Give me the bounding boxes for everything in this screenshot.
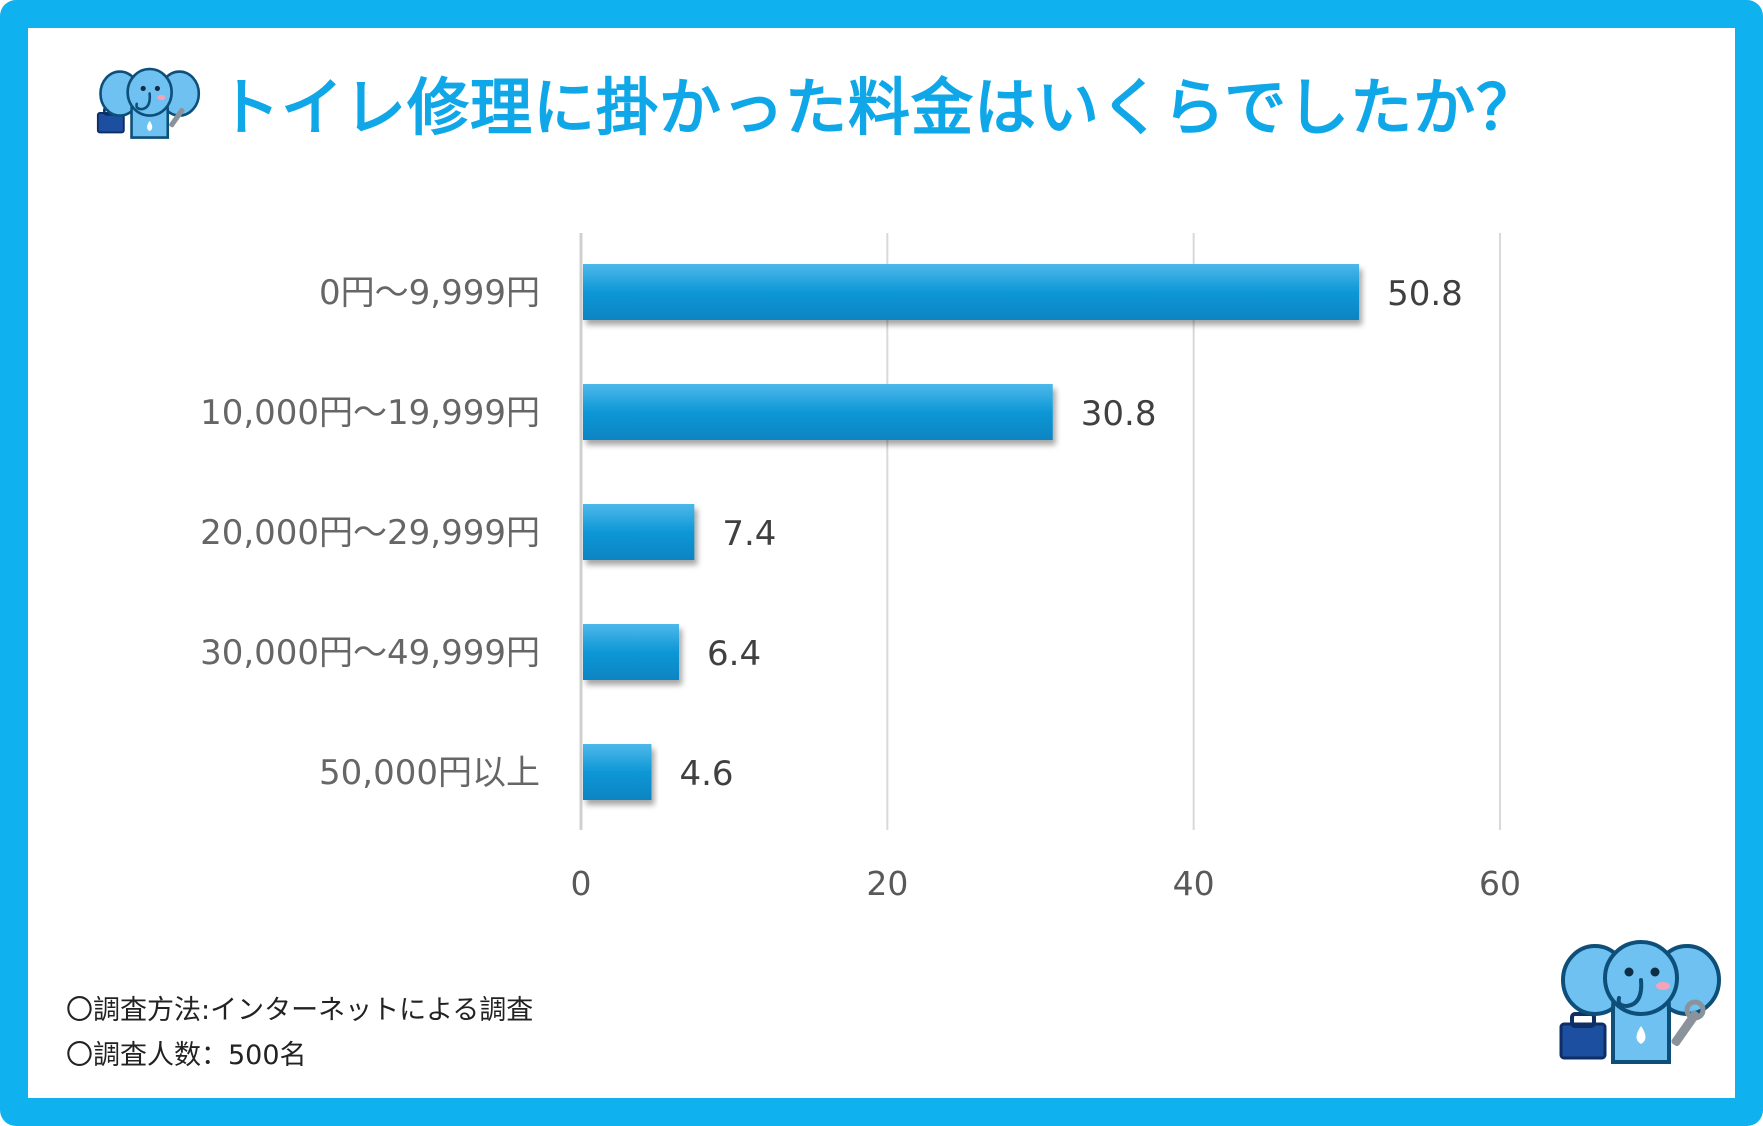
wrench-icon <box>169 107 185 128</box>
survey-count: 〇調査人数：500名 <box>66 1040 307 1071</box>
chart-title: トイレ修理に掛かった料金はいくらでしたか？ <box>218 71 1540 144</box>
bar <box>583 384 1053 440</box>
survey-footer: 〇調査方法:インターネットによる調査 〇調査人数：500名 <box>66 988 533 1078</box>
x-tick-label: 40 <box>1173 864 1215 903</box>
bar <box>583 264 1360 320</box>
survey-method: 〇調査方法:インターネットによる調査 <box>66 995 534 1026</box>
category-label: 20,000円〜29,999円 <box>200 513 540 553</box>
value-label: 30.8 <box>1081 394 1157 434</box>
wrench-icon <box>1671 999 1706 1047</box>
category-label: 50,000円以上 <box>319 753 540 793</box>
bar <box>583 744 652 800</box>
category-label: 10,000円〜19,999円 <box>200 393 540 433</box>
category-label: 30,000円〜49,999円 <box>200 633 540 673</box>
x-tick-label: 60 <box>1479 864 1521 903</box>
bar <box>583 624 680 680</box>
value-label: 7.4 <box>722 514 776 554</box>
category-label: 0円〜9,999円 <box>319 273 540 313</box>
value-label: 50.8 <box>1387 274 1463 314</box>
elephant-mascot-icon <box>1555 922 1725 1072</box>
x-tick-label: 0 <box>571 864 592 903</box>
title-row: トイレ修理に掛かった料金はいくらでしたか？ <box>94 52 1539 152</box>
value-label: 4.6 <box>679 754 733 794</box>
x-tick-label: 20 <box>866 864 908 903</box>
elephant-mascot-icon <box>94 52 204 152</box>
bar <box>583 504 695 560</box>
toolbox-icon <box>1559 1012 1607 1060</box>
value-label: 6.4 <box>707 634 761 674</box>
